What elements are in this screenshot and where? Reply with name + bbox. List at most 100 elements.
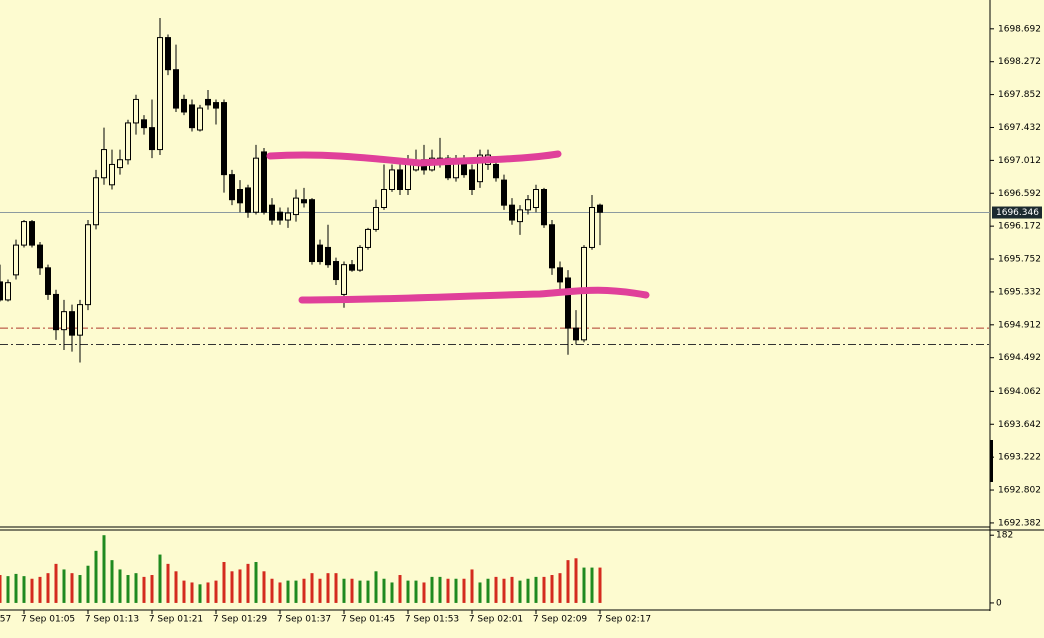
volume-bar — [414, 580, 418, 603]
volume-bar — [206, 582, 210, 603]
volume-bar — [214, 580, 218, 603]
y-tick-label: 1693.222 — [998, 453, 1041, 463]
volume-bar — [574, 558, 578, 603]
volume-bar — [462, 578, 466, 603]
candle-body — [133, 98, 139, 124]
candle-body — [549, 224, 555, 269]
volume-bar — [566, 560, 570, 603]
candle-body — [381, 189, 387, 209]
y-tick-label: 1696.592 — [998, 189, 1041, 199]
volume-bar — [54, 563, 58, 603]
candle-body — [13, 244, 19, 276]
volume-bar — [134, 573, 138, 603]
x-tick-label: 7 Sep 01:05 — [21, 615, 75, 625]
candle-body — [357, 246, 363, 271]
candle-body — [77, 304, 83, 336]
volume-bar — [366, 580, 370, 603]
candle-body — [237, 189, 243, 204]
candle-body — [341, 264, 347, 295]
volume-bar — [494, 576, 498, 603]
candle-body — [109, 163, 115, 186]
candle-body — [301, 199, 307, 204]
candle-body — [397, 169, 403, 191]
volume-bar — [102, 535, 106, 603]
volume-bar — [550, 575, 554, 603]
y-tick-label: 1694.492 — [998, 353, 1041, 363]
candle-body — [309, 199, 315, 263]
annotation-line — [298, 286, 650, 304]
volume-bar — [142, 576, 146, 603]
candle-body — [317, 244, 323, 263]
volume-bar — [94, 550, 98, 603]
volume-bar — [318, 578, 322, 603]
volume-bar — [246, 563, 250, 603]
volume-bar — [70, 573, 74, 603]
candle-body — [477, 154, 483, 183]
volume-bar — [62, 569, 66, 603]
x-tick-label: 7 Sep 02:01 — [469, 615, 523, 625]
candle-body — [165, 37, 171, 71]
candle-body — [45, 267, 51, 295]
candle-body — [29, 221, 35, 246]
candle-body — [21, 221, 27, 246]
candle-body — [229, 174, 235, 201]
volume-bar — [38, 576, 42, 603]
volume-bar — [590, 567, 594, 603]
volume-bar — [118, 569, 122, 603]
volume-bar — [174, 571, 178, 603]
volume-bar — [342, 578, 346, 603]
y-tick-label: 1692.802 — [998, 486, 1041, 496]
axes: 1698.692 1698.272 1697.852 1697.432 1697.012… — [0, 24, 1042, 625]
volume-bar — [470, 569, 474, 603]
candle-body — [0, 281, 3, 301]
volume-bar — [422, 582, 426, 603]
volume-bar — [350, 578, 354, 603]
volume-tick-label: 0 — [996, 598, 1002, 608]
volume-bar — [158, 554, 162, 603]
candle-body — [69, 311, 75, 336]
volume-bar — [510, 576, 514, 603]
candle-body — [101, 149, 107, 179]
annotation-line — [266, 150, 562, 167]
candle-body — [493, 163, 499, 179]
candle-body — [149, 127, 155, 151]
candle-body — [269, 204, 275, 221]
volume-bar — [126, 575, 130, 603]
x-tick-label: 7 Sep 01:45 — [341, 615, 395, 625]
volume-bar — [502, 578, 506, 603]
candle-body — [389, 169, 395, 191]
volume-bar — [334, 573, 338, 603]
volume-bar — [454, 578, 458, 603]
scroll-marker — [990, 440, 993, 482]
candle-body — [181, 98, 187, 113]
x-tick-label: 7 Sep 02:17 — [597, 615, 651, 625]
candle-body — [5, 282, 11, 301]
x-tick-label: 7 Sep 00:57 — [0, 615, 11, 625]
y-tick-label: 1696.172 — [998, 222, 1041, 232]
volume-bar — [310, 573, 314, 603]
volume-bar — [398, 575, 402, 603]
volume-bar — [262, 571, 266, 603]
candle-body — [141, 119, 147, 129]
y-tick-label: 1694.062 — [998, 387, 1041, 397]
candle-body — [597, 204, 603, 213]
volume-bar — [486, 578, 490, 603]
volume-bar — [534, 576, 538, 603]
volume-bar — [14, 573, 18, 603]
candle-body — [349, 264, 355, 271]
candle-body — [293, 197, 299, 216]
candle-body — [117, 159, 123, 169]
candle-body — [253, 157, 259, 213]
volume-bar — [254, 562, 258, 603]
volume-bar — [198, 584, 202, 603]
candle-body — [173, 69, 179, 109]
x-tick-label: 7 Sep 01:29 — [213, 615, 268, 625]
x-tick-label: 7 Sep 02:09 — [533, 615, 588, 625]
y-tick-label: 1697.852 — [998, 90, 1041, 100]
volume-bar — [478, 582, 482, 603]
volume-tick-label: 182 — [996, 531, 1013, 541]
candle-body — [573, 327, 579, 341]
volume-bar — [30, 578, 34, 603]
volume-bar — [294, 580, 298, 603]
candle-body — [53, 293, 59, 331]
